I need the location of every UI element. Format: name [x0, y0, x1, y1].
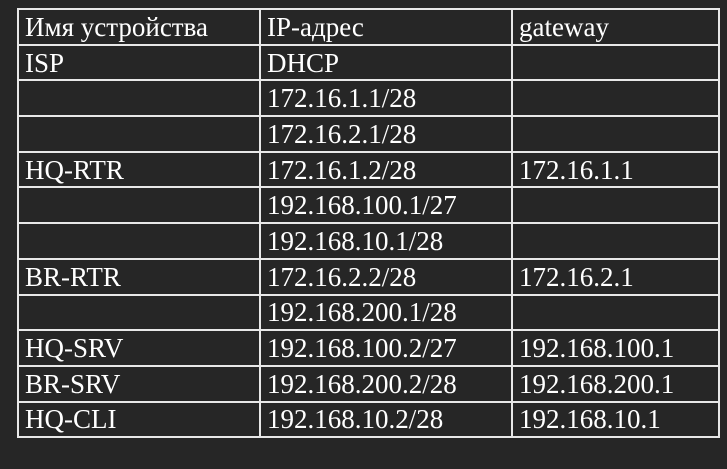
- cell-ip-address: 172.16.1.1/28: [259, 79, 513, 118]
- header-device-name: Имя устройства: [17, 8, 261, 46]
- header-row: Имя устройства IP-адрес gateway: [17, 8, 720, 46]
- table-row: 192.168.100.1/27: [17, 186, 720, 225]
- cell-ip-address: 172.16.1.2/28: [259, 150, 513, 189]
- cell-ip-address: 192.168.200.1/28: [259, 293, 513, 332]
- cell-device-name: HQ-RTR: [17, 150, 261, 189]
- cell-gateway: 192.168.10.1: [511, 400, 720, 439]
- cell-device-name: [17, 293, 261, 332]
- cell-gateway: [511, 293, 720, 332]
- cell-gateway: 172.16.1.1: [511, 150, 720, 189]
- cell-ip-address: 192.168.200.2/28: [259, 364, 513, 403]
- table-row: HQ-SRV 192.168.100.2/27 192.168.100.1: [17, 329, 720, 367]
- addressing-table: Имя устройства IP-адрес gateway ISP DHCP 1…: [17, 8, 720, 439]
- table-row: 172.16.2.1/28: [17, 115, 720, 153]
- table-row: HQ-RTR 172.16.1.2/28 172.16.1.1: [17, 150, 720, 189]
- cell-device-name: HQ-SRV: [17, 329, 261, 367]
- table-row: HQ-CLI 192.168.10.2/28 192.168.10.1: [17, 400, 720, 439]
- table-row: 192.168.200.1/28: [17, 293, 720, 332]
- cell-device-name: [17, 79, 261, 118]
- table-row: 192.168.10.1/28: [17, 222, 720, 260]
- cell-device-name: HQ-CLI: [17, 400, 261, 439]
- cell-gateway: [511, 222, 720, 260]
- cell-ip-address: 192.168.100.2/27: [259, 329, 513, 367]
- cell-ip-address: DHCP: [259, 43, 513, 82]
- cell-device-name: BR-SRV: [17, 364, 261, 403]
- cell-device-name: [17, 186, 261, 225]
- cell-ip-address: 192.168.100.1/27: [259, 186, 513, 225]
- cell-gateway: [511, 43, 720, 82]
- cell-ip-address: 192.168.10.2/28: [259, 400, 513, 439]
- cell-ip-address: 172.16.2.1/28: [259, 115, 513, 153]
- cell-device-name: ISP: [17, 43, 261, 82]
- table-row: ISP DHCP: [17, 43, 720, 82]
- table-row: 172.16.1.1/28: [17, 79, 720, 118]
- cell-gateway: [511, 186, 720, 225]
- cell-device-name: BR-RTR: [17, 257, 261, 296]
- cell-gateway: [511, 115, 720, 153]
- cell-ip-address: 172.16.2.2/28: [259, 257, 513, 296]
- cell-device-name: [17, 115, 261, 153]
- header-ip-address: IP-адрес: [259, 8, 513, 46]
- table-row: BR-RTR 172.16.2.2/28 172.16.2.1: [17, 257, 720, 296]
- cell-gateway: [511, 79, 720, 118]
- cell-gateway: 192.168.100.1: [511, 329, 720, 367]
- table-row: BR-SRV 192.168.200.2/28 192.168.200.1: [17, 364, 720, 403]
- header-gateway: gateway: [511, 8, 720, 46]
- cell-device-name: [17, 222, 261, 260]
- cell-gateway: 192.168.200.1: [511, 364, 720, 403]
- cell-ip-address: 192.168.10.1/28: [259, 222, 513, 260]
- cell-gateway: 172.16.2.1: [511, 257, 720, 296]
